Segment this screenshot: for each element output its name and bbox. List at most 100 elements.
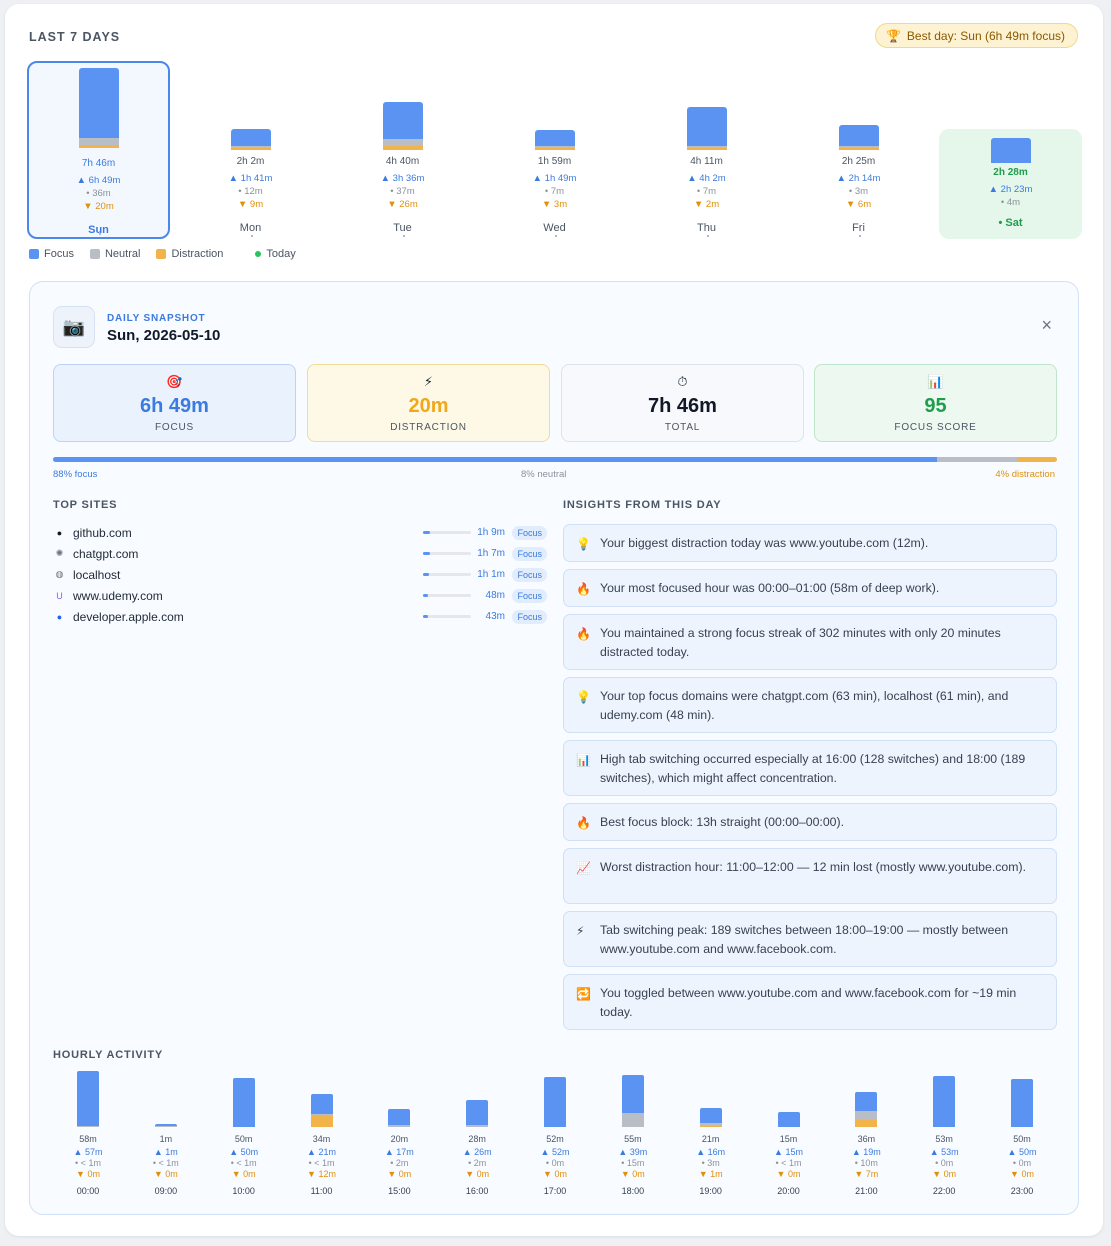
bar-chart-icon: 📊 [576, 753, 591, 767]
hour-focus: ▲ 19m [851, 1147, 881, 1157]
legend-distraction: Distraction [156, 248, 223, 260]
day-indicator-dot [98, 233, 101, 235]
day-name: Fri [852, 222, 865, 234]
hour-focus-segment [777, 1112, 800, 1127]
site-row[interactable]: ◍ localhost 1h 1m Focus [53, 564, 547, 585]
day-column-0[interactable]: 7h 46m ▲ 6h 49m • 36m ▼ 20m Sun [27, 61, 170, 239]
hour-distraction: ▼ 0m [932, 1169, 957, 1179]
day-focus: ▲ 1h 41m [228, 173, 273, 184]
hour-focus-segment [699, 1107, 722, 1124]
hour-label: 18:00 [621, 1186, 645, 1196]
hour-total: 50m [234, 1134, 253, 1144]
site-row[interactable]: ● github.com 1h 9m Focus [53, 522, 547, 543]
site-row[interactable]: ✺ chatgpt.com 1h 7m Focus [53, 543, 547, 564]
hour-total: 21m [701, 1134, 720, 1144]
hour-distraction: ▼ 0m [776, 1169, 801, 1179]
day-distraction: ▼ 6m [845, 199, 872, 210]
hour-focus: ▲ 53m [929, 1147, 959, 1157]
day-bar [78, 68, 119, 148]
bar-neutral-segment [838, 146, 879, 149]
bar-focus-segment [990, 138, 1031, 163]
hour-bar [544, 1076, 566, 1127]
hour-bar [232, 1078, 255, 1127]
site-tag: Focus [512, 588, 547, 603]
hour-bar [933, 1075, 956, 1127]
weekly-activity-card: LAST 7 DAYS 🏆 Best day: Sun (6h 49m focu… [5, 4, 1103, 1236]
insight-text: Tab switching peak: 189 switches between… [600, 923, 1009, 956]
legend-today: Today [239, 248, 296, 260]
hour-neutral: • 3m [701, 1158, 720, 1168]
hour-focus-segment [154, 1124, 177, 1126]
day-bar [838, 125, 879, 150]
legend: Focus Neutral Distraction Today [29, 248, 296, 260]
hour-label: 23:00 [1010, 1186, 1034, 1196]
close-button[interactable]: × [1041, 315, 1052, 335]
insight-item: 🔁 You toggled between www.youtube.com and… [563, 974, 1057, 1030]
day-column-6[interactable]: 2h 28m ▲ 2h 23m • 4m • Sat [939, 129, 1082, 239]
bar-focus-segment [534, 129, 575, 147]
hour-distraction: ▼ 0m [543, 1169, 567, 1179]
day-neutral: • 37m [390, 186, 415, 197]
day-bar [534, 129, 575, 150]
hour-label: 00:00 [76, 1186, 100, 1196]
hour-bar [466, 1099, 489, 1127]
hour-neutral-segment [154, 1126, 177, 1127]
site-time: 1h 7m [477, 548, 505, 559]
hour-column: 28m ▲ 26m • 2m ▼ 0m 16:00 [442, 1070, 512, 1200]
lightbulb-icon: 💡 [576, 690, 591, 704]
hour-distraction: ▼ 0m [620, 1169, 645, 1179]
hour-column: 20m ▲ 17m • 2m ▼ 0m 15:00 [364, 1070, 434, 1200]
hour-neutral-segment [77, 1126, 99, 1127]
hour-column: 55m ▲ 39m • 15m ▼ 0m 18:00 [598, 1070, 668, 1200]
day-neutral: • 12m [238, 186, 263, 197]
hour-focus-segment [933, 1075, 956, 1127]
hour-focus: ▲ 39m [618, 1147, 648, 1157]
day-focus: ▲ 2h 23m [988, 184, 1033, 195]
site-tag: Focus [512, 525, 547, 540]
site-share-fill [423, 552, 431, 555]
day-distraction: ▼ 3m [541, 199, 568, 210]
day-column-2[interactable]: 4h 40m ▲ 3h 36m • 37m ▼ 26m Tue [331, 61, 474, 239]
day-focus: ▲ 4h 2m [687, 173, 726, 184]
day-column-1[interactable]: 2h 2m ▲ 1h 41m • 12m ▼ 9m Mon [179, 61, 322, 239]
day-column-4[interactable]: 4h 11m ▲ 4h 2m • 7m ▼ 2m Thu [635, 61, 778, 239]
site-row[interactable]: ● developer.apple.com 43m Focus [53, 606, 547, 627]
hour-focus-segment [310, 1094, 333, 1115]
hour-focus: ▲ 16m [696, 1147, 726, 1157]
snapshot-kicker: DAILY SNAPSHOT [107, 313, 206, 324]
stat-label: TOTAL [664, 422, 701, 433]
ratio-neutral-label: 8% neutral [521, 469, 567, 480]
day-total: 4h 40m [385, 156, 420, 167]
hour-bar [1011, 1078, 1033, 1127]
site-share-bar [423, 531, 471, 534]
hour-bar [621, 1074, 644, 1127]
stat-focus-score: 📊 95 FOCUS SCORE [814, 364, 1057, 442]
hour-focus: ▲ 50m [1007, 1147, 1037, 1157]
insight-text: Your most focused hour was 00:00–01:00 (… [600, 581, 940, 595]
site-share-fill [423, 615, 428, 618]
day-column-5[interactable]: 2h 25m ▲ 2h 14m • 3m ▼ 6m Fri [787, 61, 930, 239]
hour-distraction: ▼ 7m [854, 1169, 879, 1179]
insight-item: ⚡ Tab switching peak: 189 switches betwee… [563, 911, 1057, 967]
site-tag: Focus [512, 609, 547, 624]
bar-distraction-segment [382, 145, 423, 150]
hour-neutral-segment [855, 1110, 878, 1121]
legend-today-label: Today [266, 248, 296, 260]
hour-column: 50m ▲ 50m • 0m ▼ 0m 23:00 [987, 1070, 1057, 1200]
github-icon: ● [56, 527, 63, 538]
day-name: • Sat [998, 217, 1023, 229]
hour-focus: ▲ 52m [540, 1147, 570, 1157]
hour-distraction-segment [310, 1115, 333, 1127]
globe-icon: ◍ [55, 569, 64, 579]
hour-focus: ▲ 26m [462, 1147, 492, 1157]
day-neutral: • 7m [544, 186, 565, 197]
day-bar [382, 102, 423, 150]
day-name: Sun [88, 224, 109, 236]
day-column-3[interactable]: 1h 59m ▲ 1h 49m • 7m ▼ 3m Wed [483, 61, 626, 239]
hour-label: 15:00 [388, 1186, 411, 1196]
chatgpt-icon: ✺ [55, 548, 64, 558]
hour-focus: ▲ 15m [774, 1147, 803, 1157]
day-indicator-dot [402, 235, 405, 237]
hour-bar [855, 1092, 878, 1127]
